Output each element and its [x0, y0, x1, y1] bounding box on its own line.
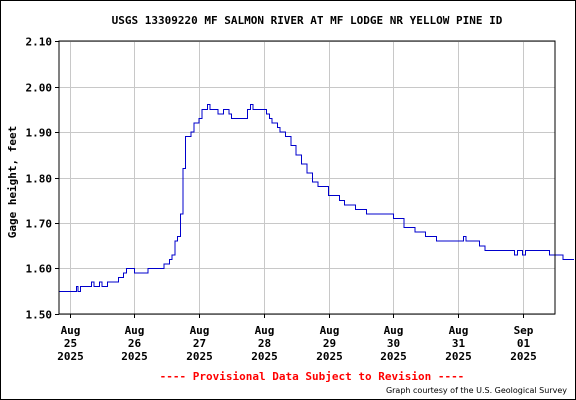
y-tick-label-6: 2.10: [26, 36, 53, 49]
x-tick-label-5-line-1: 30: [387, 337, 400, 350]
y-tick-label-2: 1.70: [26, 218, 53, 231]
usgs-credit: Graph courtesy of the U.S. Geological Su…: [386, 386, 567, 395]
x-tick-label-2-line-1: 27: [193, 337, 206, 350]
x-tick-label-3-line-1: 28: [258, 337, 271, 350]
y-tick-label-5: 2.00: [26, 82, 53, 95]
x-tick-label-6-line-1: 31: [452, 337, 466, 350]
x-tick-label-1-line-2: 2025: [121, 350, 148, 363]
x-tick-label-5-line-0: Aug: [384, 324, 404, 337]
x-tick-label-6-line-2: 2025: [445, 350, 472, 363]
x-tick-label-1-line-0: Aug: [125, 324, 145, 337]
x-tick-label-7-line-1: 01: [517, 337, 531, 350]
x-tick-label-3-line-2: 2025: [251, 350, 278, 363]
x-tick-label-7-line-0: Sep: [514, 324, 534, 337]
y-tick-label-0: 1.50: [26, 309, 53, 322]
x-tick-label-3-line-0: Aug: [255, 324, 275, 337]
x-tick-label-2-line-2: 2025: [186, 350, 213, 363]
x-tick-label-0-line-1: 25: [64, 337, 77, 350]
x-tick-label-1-line-1: 26: [128, 337, 142, 350]
x-tick-label-4-line-0: Aug: [320, 324, 340, 337]
x-tick-label-4-line-1: 29: [323, 337, 336, 350]
x-tick-label-2-line-0: Aug: [190, 324, 210, 337]
plot-area: [59, 41, 555, 314]
provisional-notice: ---- Provisional Data Subject to Revisio…: [160, 370, 465, 383]
plot-border: [58, 40, 556, 315]
x-tick-label-7-line-2: 2025: [510, 350, 537, 363]
y-tick-labels: 1.50 1.60 1.70 1.80 1.90 2.00 2.10: [26, 36, 59, 322]
x-tick-label-4-line-2: 2025: [316, 350, 343, 363]
y-tick-label-4: 1.90: [26, 127, 53, 140]
x-tick-label-6-line-0: Aug: [449, 324, 469, 337]
chart-title: USGS 13309220 MF SALMON RIVER AT MF LODG…: [112, 14, 503, 27]
y-tick-label-3: 1.80: [26, 173, 53, 186]
y-tick-label-1: 1.60: [26, 263, 53, 276]
series-layer: [59, 104, 574, 292]
x-tick-label-0-line-2: 2025: [57, 350, 84, 363]
x-tick-labels: Aug252025Aug262025Aug272025Aug282025Aug2…: [57, 314, 537, 363]
y-axis-label: Gage height, feet: [6, 126, 19, 239]
series-line-0: [59, 104, 574, 292]
x-tick-label-0-line-0: Aug: [61, 324, 81, 337]
x-tick-label-5-line-2: 2025: [380, 350, 407, 363]
